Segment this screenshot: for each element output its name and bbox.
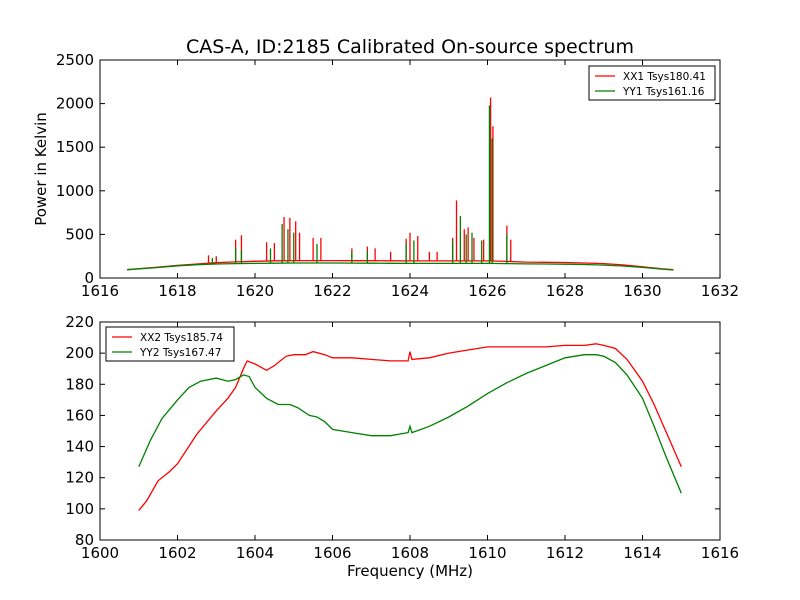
series-line-1 xyxy=(138,343,682,511)
series-line-2 xyxy=(138,354,682,494)
series-line-2 xyxy=(127,262,674,271)
legend-entry: YY1 Tsys161.16 xyxy=(622,86,705,98)
y-tick-label: 140 xyxy=(65,438,94,456)
legend: XX1 Tsys180.41 YY1 Tsys161.16 xyxy=(588,65,716,101)
x-tick-label: 1622 xyxy=(313,282,351,300)
x-tick-label: 1616 xyxy=(81,282,119,300)
x-tick-label: 1608 xyxy=(391,544,429,562)
x-tick-label: 1620 xyxy=(236,282,274,300)
x-tick-label: 1628 xyxy=(546,282,584,300)
legend-box xyxy=(588,65,716,101)
legend-entry: YY2 Tsys167.47 xyxy=(139,347,221,359)
top-y-axis-label: Power in Kelvin xyxy=(32,112,50,226)
y-tick-label: 220 xyxy=(65,313,94,331)
x-tick-label: 1626 xyxy=(468,282,506,300)
x-tick-label: 1632 xyxy=(701,282,739,300)
top-plot: 1616 1618 1620 1622 1624 1626 1628 1630 1632 0 500… xyxy=(56,51,739,300)
legend-entry: XX1 Tsys180.41 xyxy=(623,71,706,83)
y-tick-label: 1000 xyxy=(56,182,94,200)
bottom-x-axis-label: Frequency (MHz) xyxy=(347,562,473,580)
legend-entry: XX2 Tsys185.74 xyxy=(140,332,223,344)
x-tick-label: 1606 xyxy=(313,544,351,562)
y-tick-label: 80 xyxy=(75,531,94,549)
legend: XX2 Tsys185.74 YY2 Tsys167.47 xyxy=(105,326,235,362)
y-tick-label: 2000 xyxy=(56,95,94,113)
y-tick-label: 120 xyxy=(65,469,94,487)
legend-box xyxy=(105,326,235,362)
y-tick-label: 1500 xyxy=(56,138,94,156)
x-tick-label: 1604 xyxy=(236,544,274,562)
y-tick-label: 0 xyxy=(84,269,94,287)
x-tick-label: 1602 xyxy=(158,544,196,562)
x-tick-label: 1600 xyxy=(81,544,119,562)
x-tick-label: 1614 xyxy=(623,544,661,562)
bottom-plot: 1600 1602 1604 1606 1608 1610 1612 1614 1616 80 10… xyxy=(65,313,739,562)
chart-title: CAS-A, ID:2185 Calibrated On-source spec… xyxy=(186,36,634,58)
x-tick-label: 1616 xyxy=(701,544,739,562)
y-tick-label: 180 xyxy=(65,375,94,393)
y-tick-label: 160 xyxy=(65,406,94,424)
x-tick-label: 1610 xyxy=(468,544,506,562)
x-tick-label: 1612 xyxy=(546,544,584,562)
y-tick-label: 2500 xyxy=(56,51,94,69)
x-tick-label: 1624 xyxy=(391,282,429,300)
y-tick-label: 200 xyxy=(65,344,94,362)
x-tick-label: 1618 xyxy=(158,282,196,300)
y-tick-label: 500 xyxy=(65,225,94,243)
x-tick-label: 1630 xyxy=(623,282,661,300)
y-tick-label: 100 xyxy=(65,500,94,518)
